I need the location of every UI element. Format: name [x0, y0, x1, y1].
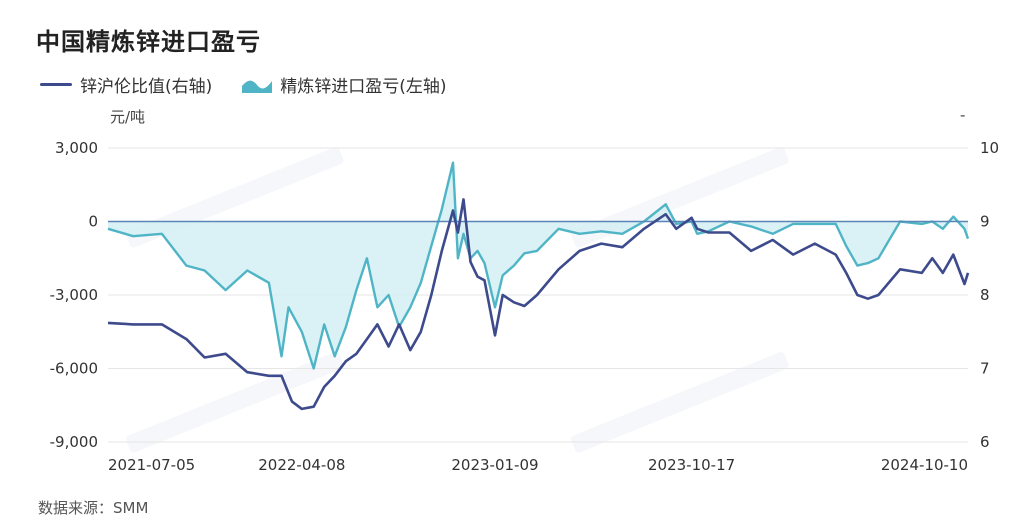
right-axis-unit: -	[960, 106, 966, 124]
legend-line-swatch	[40, 83, 72, 86]
left-tick-label: 0	[88, 213, 98, 231]
right-tick-label: 6	[980, 433, 990, 451]
legend-label-ratio: 锌沪伦比值(右轴)	[80, 77, 213, 97]
left-tick-label: 3,000	[55, 139, 98, 157]
left-tick-label: -9,000	[50, 433, 98, 451]
x-tick-label: 2023-01-09	[451, 456, 538, 474]
left-axis-ticks: 3,000 0 -3,000 -6,000 -9,000	[50, 139, 98, 451]
right-axis-ticks: 10 9 8 7 6	[980, 139, 999, 451]
ratio-line[interactable]	[107, 198, 970, 411]
profit-area-layer	[107, 161, 970, 370]
watermark-2	[125, 352, 344, 453]
watermarks	[125, 147, 789, 453]
watermark-3	[570, 352, 789, 453]
x-axis-ticks: 2021-07-05 2022-04-08 2023-01-09 2023-10-17…	[108, 456, 968, 474]
right-tick-label: 7	[980, 360, 990, 378]
data-source: 数据来源：SMM	[38, 499, 149, 517]
x-tick-label: 2023-10-17	[648, 456, 735, 474]
legend: 锌沪伦比值(右轴) 精炼锌进口盈亏(左轴)	[40, 72, 477, 97]
legend-area-swatch	[242, 80, 273, 93]
left-tick-label: -3,000	[50, 286, 98, 304]
legend-item-ratio[interactable]: 锌沪伦比值(右轴)	[40, 72, 212, 97]
ratio-line-layer	[107, 198, 970, 411]
right-tick-label: 9	[980, 213, 990, 231]
legend-label-profit: 精炼锌进口盈亏(左轴)	[280, 77, 447, 97]
watermark-1	[570, 147, 789, 248]
profit-area-fill	[108, 162, 968, 369]
left-axis-unit: 元/吨	[110, 108, 146, 126]
x-tick-label: 2021-07-05	[108, 456, 195, 474]
right-tick-label: 8	[980, 286, 990, 304]
profit-area-line[interactable]	[107, 161, 970, 370]
x-tick-label: 2022-04-08	[258, 456, 345, 474]
legend-item-profit[interactable]: 精炼锌进口盈亏(左轴)	[242, 72, 447, 97]
x-tick-label: 2024-10-10	[881, 456, 968, 474]
right-tick-label: 10	[980, 139, 999, 157]
left-tick-label: -6,000	[50, 360, 98, 378]
chart-title: 中国精炼锌进口盈亏	[36, 28, 261, 56]
